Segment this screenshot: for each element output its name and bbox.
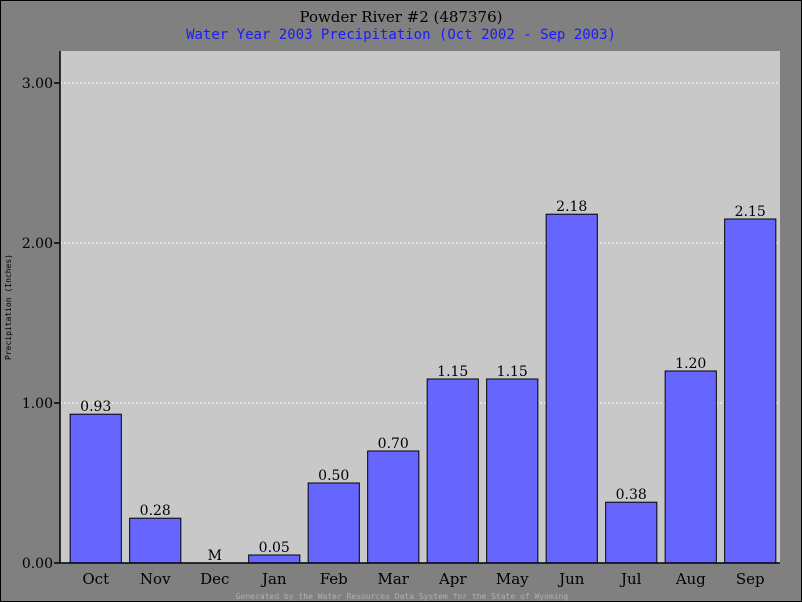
bar bbox=[129, 517, 182, 564]
bar bbox=[724, 218, 777, 564]
x-tick-label: Jun bbox=[557, 570, 585, 588]
footer-credit: Generated by the Water Resources Data Sy… bbox=[236, 592, 569, 601]
chart-subtitle: Water Year 2003 Precipitation (Oct 2002 … bbox=[186, 27, 616, 43]
x-tick-label: May bbox=[496, 570, 529, 588]
bar-value-label: 1.15 bbox=[437, 364, 468, 380]
bar-value-label: 0.50 bbox=[318, 468, 349, 484]
y-axis-label: Precipitation (Inches) bbox=[4, 254, 13, 360]
bars bbox=[69, 213, 777, 564]
bar-value-label: 0.38 bbox=[616, 487, 647, 503]
bar-value-label: 0.70 bbox=[378, 436, 409, 452]
bar bbox=[486, 378, 539, 564]
x-tick-label: Sep bbox=[736, 570, 765, 588]
bar bbox=[426, 378, 479, 564]
value-labels: 0.93 0.28 M 0.05 0.50 0.70 1.15 1.15 2.18 0.38 1.2… bbox=[80, 199, 766, 564]
bar-value-label: 1.15 bbox=[497, 364, 528, 380]
x-axis-ticks: Oct Nov Dec Jan Feb Mar Apr May Jun Jul Aug Sep bbox=[82, 570, 764, 588]
bar-value-label: 0.05 bbox=[259, 540, 290, 556]
x-tick-label: Mar bbox=[378, 570, 410, 588]
bar bbox=[307, 482, 360, 564]
bar bbox=[248, 554, 301, 564]
x-tick-label: Oct bbox=[82, 570, 109, 588]
y-tick-label: 3.00 bbox=[22, 76, 53, 92]
bar-value-label: 1.20 bbox=[675, 356, 706, 372]
bar-value-label: M bbox=[208, 548, 222, 564]
y-axis-ticks: 0.00 1.00 2.00 3.00 bbox=[22, 76, 60, 572]
bar bbox=[664, 370, 717, 564]
x-tick-label: Apr bbox=[438, 570, 467, 588]
x-tick-label: Jul bbox=[619, 570, 642, 588]
grid-lines bbox=[60, 82, 780, 404]
y-tick-label: 0.00 bbox=[22, 556, 53, 572]
x-tick-label: Jan bbox=[260, 570, 287, 588]
bar bbox=[545, 213, 598, 564]
bar-value-label: 0.28 bbox=[140, 503, 171, 519]
bar-value-label: 2.18 bbox=[556, 199, 587, 215]
x-tick-label: Feb bbox=[320, 570, 348, 588]
x-tick-label: Dec bbox=[200, 570, 229, 588]
bar bbox=[69, 413, 122, 564]
x-tick-label: Nov bbox=[140, 570, 171, 588]
plot-area bbox=[60, 51, 780, 563]
chart-title: Powder River #2 (487376) bbox=[300, 8, 503, 26]
bar bbox=[605, 501, 658, 564]
x-tick-label: Aug bbox=[675, 570, 706, 588]
y-tick-label: 2.00 bbox=[22, 236, 53, 252]
bar-value-label: 2.15 bbox=[735, 204, 766, 220]
y-tick-label: 1.00 bbox=[22, 396, 53, 412]
bar bbox=[367, 450, 420, 564]
bar-value-label: 0.93 bbox=[80, 399, 111, 415]
